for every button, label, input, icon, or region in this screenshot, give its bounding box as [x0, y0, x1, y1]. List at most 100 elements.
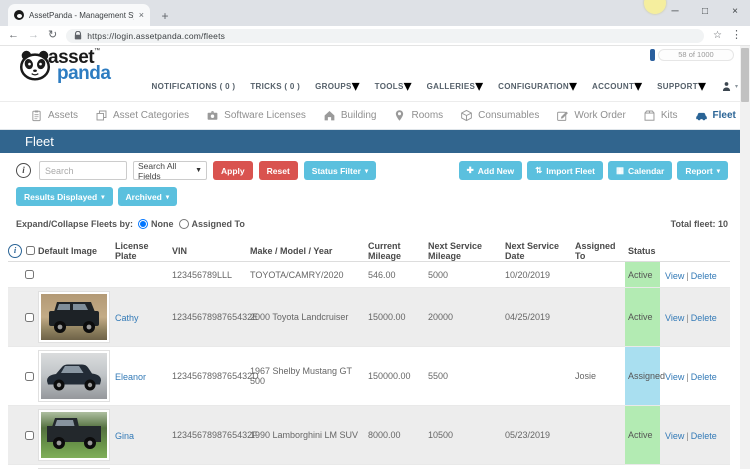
vehicle-photo[interactable] — [38, 350, 110, 402]
nav-notifications[interactable]: NOTIFICATIONS ( 0 ) — [152, 82, 236, 91]
rooms-icon — [393, 109, 406, 122]
module-nav-item-asset-categories[interactable]: Asset Categories — [95, 109, 189, 122]
lock-icon — [74, 31, 82, 40]
nav-tricks[interactable]: TRICKS ( 0 ) — [250, 82, 300, 91]
radio-option-assigned-to[interactable]: Assigned To — [179, 219, 245, 229]
consumables-icon — [460, 109, 473, 122]
assetpanda-logo[interactable]: asset™ panda — [16, 48, 110, 84]
toolbar-info-icon[interactable]: i — [16, 163, 31, 178]
radio-assigned-to[interactable] — [179, 219, 189, 229]
status-badge — [625, 465, 660, 469]
kits-icon — [643, 109, 656, 122]
column-header: VIN — [172, 246, 250, 256]
import-fleet-button[interactable]: ⇅Import Fleet — [527, 161, 603, 180]
window-maximize-button[interactable]: □ — [690, 0, 720, 26]
delete-link[interactable]: Delete — [691, 431, 717, 441]
window-close-button[interactable]: × — [720, 0, 750, 26]
table-row: Eleanor 1234567898765432D 1967 Shelby Mu… — [8, 347, 730, 406]
building-icon — [323, 109, 336, 122]
column-header: Next Service Mileage — [428, 241, 505, 261]
license-plate-link[interactable]: Eleanor — [115, 372, 146, 382]
license-plate-link[interactable]: Gina — [115, 431, 134, 441]
search-input[interactable] — [39, 161, 127, 180]
next-service-mileage-cell: 10500 — [428, 430, 505, 440]
module-nav-item-work-order[interactable]: Work Order — [556, 109, 626, 122]
row-checkbox[interactable] — [25, 431, 34, 440]
browser-menu-icon[interactable]: ⋮ — [731, 26, 742, 45]
url-text: https://login.assetpanda.com/fleets — [87, 31, 225, 41]
row-checkbox[interactable] — [25, 270, 34, 279]
new-tab-button[interactable]: + — [154, 6, 176, 26]
archived-button[interactable]: Archived▾ — [118, 187, 178, 206]
column-header: Current Mileage — [368, 241, 428, 261]
module-nav: Assets Asset Categories Software Licenses B… — [0, 101, 750, 130]
page-scrollbar[interactable] — [740, 46, 750, 469]
nav-tools[interactable]: TOOLS — [375, 82, 404, 91]
add-new-button[interactable]: ✚Add New — [459, 161, 523, 180]
column-header: Assigned To — [575, 241, 625, 261]
nav-configuration[interactable]: CONFIGURATION — [498, 82, 569, 91]
nav-support[interactable]: SUPPORT — [657, 82, 698, 91]
vehicle-photo[interactable] — [38, 409, 110, 461]
module-nav-item-rooms[interactable]: Rooms — [393, 109, 443, 122]
radio-none[interactable] — [138, 219, 148, 229]
licenses-icon — [206, 109, 219, 122]
select-all-checkbox[interactable] — [26, 246, 35, 255]
delete-link[interactable]: Delete — [691, 372, 717, 382]
nav-groups[interactable]: GROUPS — [315, 82, 351, 91]
fleet-icon — [695, 109, 708, 122]
radio-option-none[interactable]: None — [138, 219, 174, 229]
delete-link[interactable]: Delete — [691, 313, 717, 323]
module-nav-item-consumables[interactable]: Consumables — [460, 109, 539, 122]
column-header: Make / Model / Year — [250, 246, 368, 256]
row-checkbox[interactable] — [25, 372, 34, 381]
status-badge: Active — [625, 262, 660, 287]
report-button[interactable]: Report▾ — [677, 161, 728, 180]
categories-icon — [95, 109, 108, 122]
plus-icon: ✚ — [467, 165, 474, 176]
table-info-icon[interactable]: i — [8, 244, 22, 258]
vehicle-photo[interactable] — [38, 291, 110, 343]
user-icon — [721, 81, 732, 92]
module-nav-item-building[interactable]: Building — [323, 109, 377, 122]
view-link[interactable]: View — [665, 372, 684, 382]
scrollbar-thumb[interactable] — [741, 48, 749, 102]
reset-button[interactable]: Reset — [259, 161, 298, 180]
make-model-year-cell: TOYOTA/CAMRY/2020 — [250, 270, 368, 280]
row-actions: View|Delete — [660, 367, 720, 385]
row-checkbox[interactable] — [25, 313, 34, 322]
next-service-date-cell: 10/20/2019 — [505, 270, 575, 280]
module-nav-item-software-licenses[interactable]: Software Licenses — [206, 109, 306, 122]
current-mileage-cell: 150000.00 — [368, 371, 428, 381]
browser-tab[interactable]: AssetPanda - Management Syst × — [8, 4, 150, 26]
nav-account[interactable]: ACCOUNT — [592, 82, 634, 91]
back-icon[interactable]: ← — [8, 26, 19, 45]
status-filter-button[interactable]: Status Filter▾ — [304, 161, 376, 180]
tab-title: AssetPanda - Management Syst — [29, 11, 134, 20]
view-link[interactable]: View — [665, 313, 684, 323]
bookmark-star-icon[interactable]: ☆ — [713, 26, 722, 45]
module-nav-item-fleet[interactable]: Fleet — [695, 109, 736, 122]
column-header: Next Service Date — [505, 241, 575, 261]
tab-close-icon[interactable]: × — [139, 10, 144, 20]
apply-button[interactable]: Apply — [213, 161, 253, 180]
reload-icon[interactable]: ↻ — [48, 26, 57, 45]
calendar-button[interactable]: ▦Calendar — [608, 161, 672, 180]
delete-link[interactable]: Delete — [691, 271, 717, 281]
row-actions: View|Delete — [660, 266, 720, 284]
view-link[interactable]: View — [665, 431, 684, 441]
results-displayed-button[interactable]: Results Displayed▾ — [16, 187, 113, 206]
module-nav-item-assets[interactable]: Assets — [30, 109, 78, 122]
status-badge: Active — [625, 288, 660, 346]
import-arrows-icon: ⇅ — [535, 165, 542, 176]
search-fields-select[interactable]: Search All Fields ▼ — [133, 161, 207, 180]
view-link[interactable]: View — [665, 271, 684, 281]
window-minimize-button[interactable]: ─ — [660, 0, 690, 26]
fleet-table: i Default ImageLicense PlateVINMake / Mo… — [0, 240, 750, 469]
user-menu[interactable]: ▾ — [721, 81, 738, 92]
license-plate-link[interactable]: Cathy — [115, 313, 139, 323]
address-bar[interactable]: https://login.assetpanda.com/fleets — [66, 29, 704, 43]
browser-urlbar: ← → ↻ https://login.assetpanda.com/fleet… — [0, 26, 750, 46]
module-nav-item-kits[interactable]: Kits — [643, 109, 678, 122]
nav-galleries[interactable]: GALLERIES — [427, 82, 475, 91]
